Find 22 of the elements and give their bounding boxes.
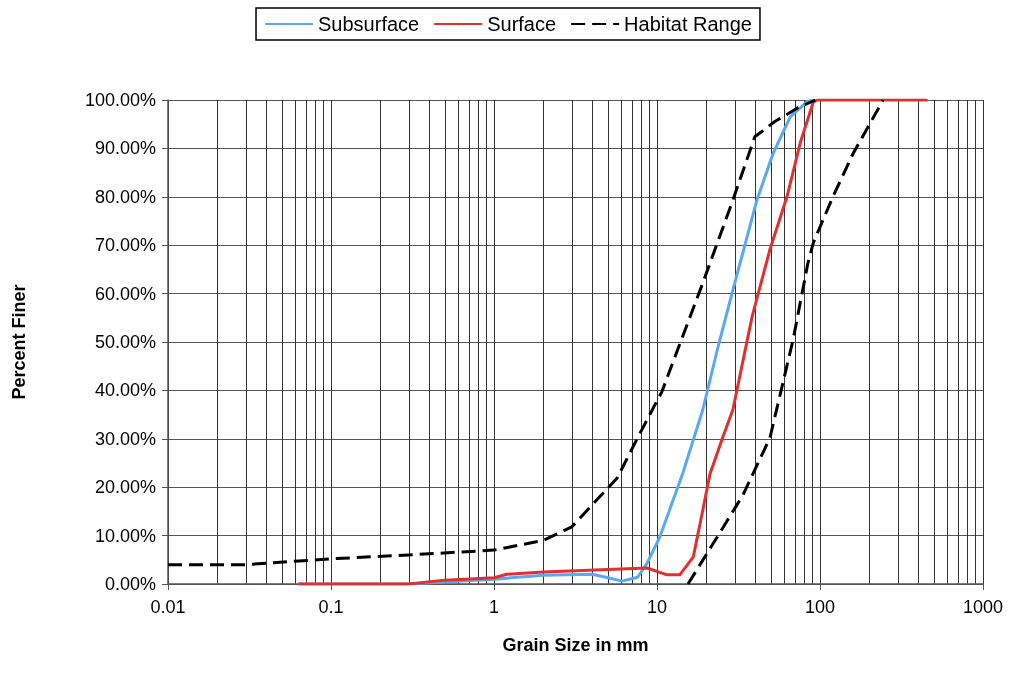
y-tick-label: 40.00% — [94, 380, 156, 401]
x-tick-label: 1000 — [962, 597, 1004, 617]
legend-label: Habitat Range — [624, 13, 752, 35]
x-tick-label: 10 — [646, 597, 668, 617]
legend-label: Subsurface — [318, 13, 420, 35]
x-tick-label: 0.1 — [318, 597, 344, 617]
y-axis-title: Percent Finer — [9, 284, 29, 400]
y-tick-label: 60.00% — [94, 283, 156, 304]
y-tick-label: 30.00% — [94, 428, 156, 449]
y-tick-label: 90.00% — [94, 138, 156, 159]
x-tick-label: 0.01 — [150, 597, 186, 617]
y-tick-label: 80.00% — [94, 186, 156, 207]
x-axis-title: Grain Size in mm — [502, 635, 649, 655]
x-tick-label: 100 — [804, 597, 836, 617]
y-tick-label: 50.00% — [94, 332, 156, 352]
y-tick-label: 10.00% — [94, 525, 156, 546]
y-tick-label: 20.00% — [94, 477, 156, 498]
x-tick-label: 1 — [488, 597, 500, 617]
y-tick-label: 70.00% — [94, 235, 156, 256]
y-tick-label: 0.00% — [104, 574, 156, 594]
y-tick-label: 100.00% — [84, 90, 156, 110]
legend-label: Surface — [487, 13, 557, 35]
